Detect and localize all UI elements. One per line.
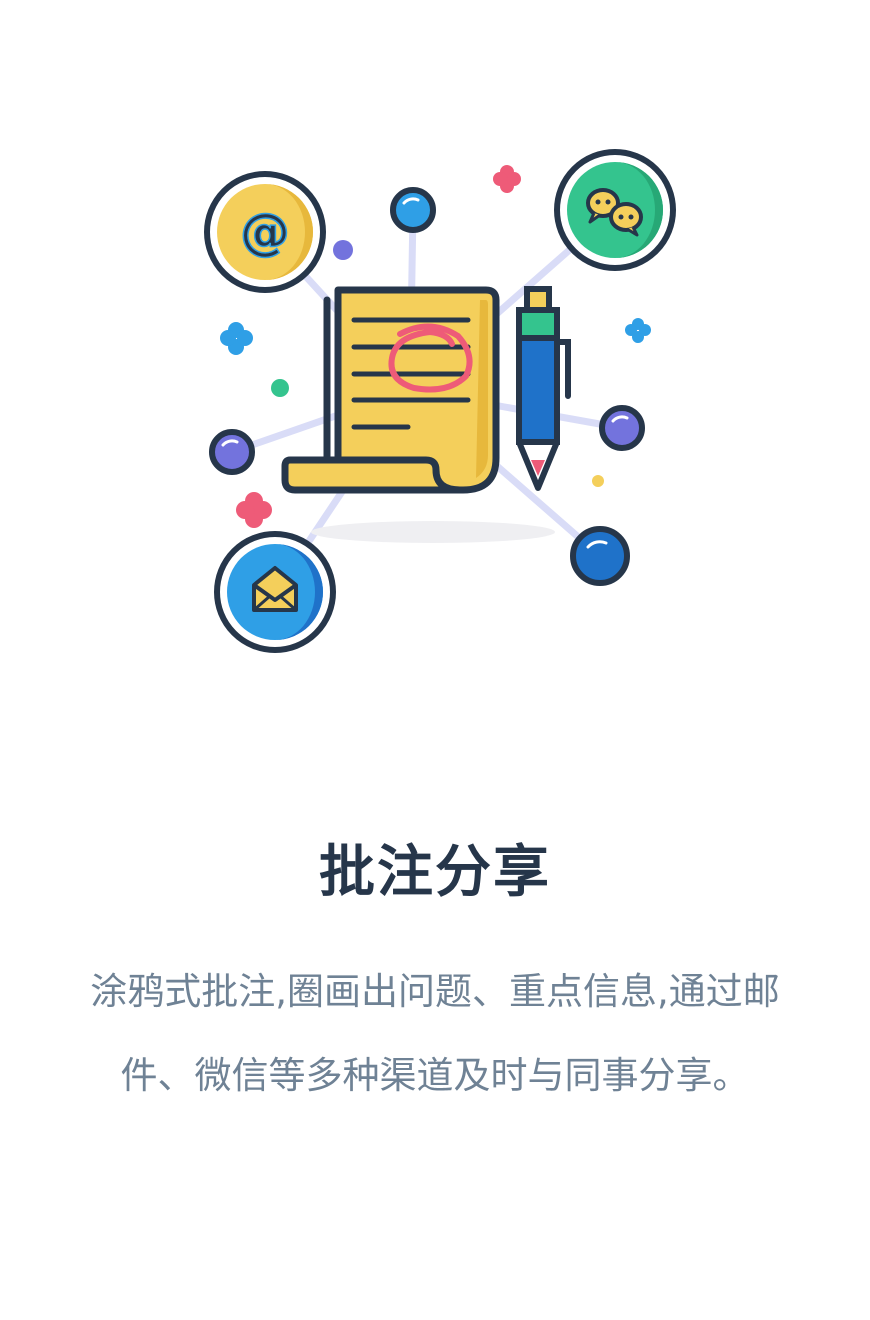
node-circle-top (390, 187, 436, 233)
feature-title: 批注分享 (319, 840, 551, 905)
yellow-dot (592, 475, 604, 487)
svg-text:@: @ (240, 203, 290, 261)
feature-description-line: 涂鸦式批注,圈画出问题、重点信息,通过邮 (90, 970, 780, 1013)
document-shadow (311, 521, 555, 543)
envelope-icon (214, 531, 336, 653)
purple-dot (333, 240, 353, 260)
blue-plus-icon (220, 322, 253, 355)
node-circle-bottom-right (570, 526, 630, 586)
annotation-scribble (388, 323, 473, 393)
decorative-sparkles (220, 165, 651, 528)
green-dot (271, 379, 289, 397)
pink-plus-large-icon (236, 492, 272, 528)
feature-description-line: 件、微信等多种渠道及时与同事分享。 (120, 1054, 750, 1097)
blue-plus-small-icon (625, 318, 651, 343)
pink-plus-icon (493, 165, 521, 193)
feature-description: 涂鸦式批注,圈画出问题、重点信息,通过邮 件、微信等多种渠道及时与同事分享。 (40, 950, 830, 1118)
annotated-scroll-document-icon (281, 286, 500, 494)
wechat-chat-bubbles-icon (554, 149, 676, 271)
node-circle-left (209, 429, 255, 475)
node-circle-right (599, 405, 645, 451)
pen-icon (516, 286, 571, 491)
at-sign-icon: @ (204, 171, 326, 293)
feature-illustration: @ (204, 149, 676, 653)
